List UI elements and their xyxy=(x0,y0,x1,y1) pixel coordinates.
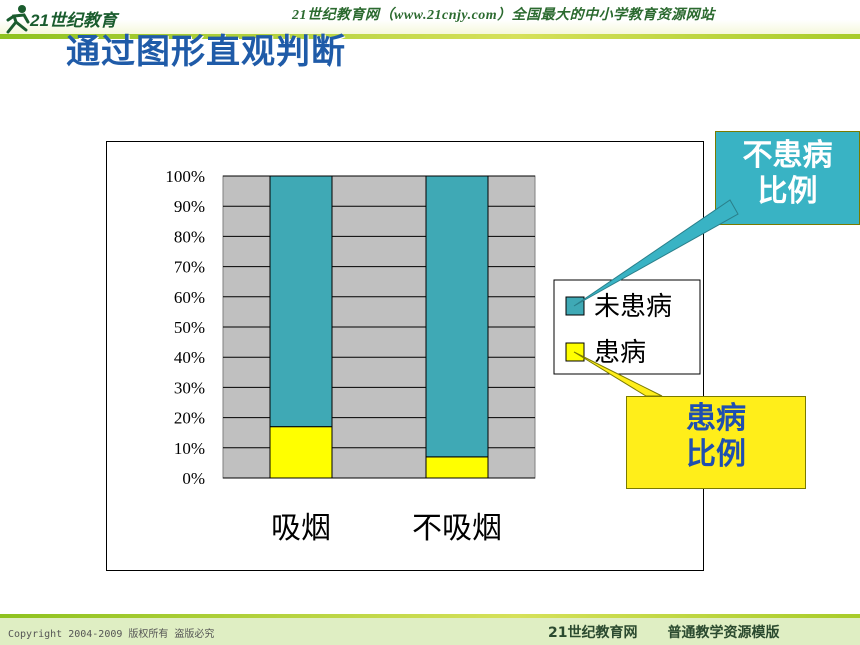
y-tick-label: 90% xyxy=(174,197,205,216)
y-tick-label: 100% xyxy=(165,167,205,186)
footer-band xyxy=(0,618,860,645)
bar-sick xyxy=(425,456,489,479)
callout-sick-line1: 患病 xyxy=(686,401,746,436)
y-tick-label: 30% xyxy=(174,378,205,397)
bar-not-sick xyxy=(269,175,333,428)
y-tick-label: 80% xyxy=(174,227,205,246)
runner-logo-icon xyxy=(6,5,30,34)
legend-label: 未患病 xyxy=(594,292,672,322)
y-tick-label: 10% xyxy=(174,439,205,458)
x-category-label: 吸烟 xyxy=(271,511,331,546)
x-category-label: 不吸烟 xyxy=(412,511,502,546)
y-tick-label: 70% xyxy=(174,258,205,277)
footer-divider xyxy=(0,614,860,618)
page-title: 通过图形直观判断 xyxy=(66,32,346,72)
footer-template-name: 普通教学资源模版 xyxy=(667,625,780,641)
logo-text: 21世纪教育 xyxy=(30,11,117,30)
callout-not-sick-line1: 不患病 xyxy=(742,138,833,173)
stacked-bar-chart: 0% 10% 20% 30% 40% 50% 60% 70% 80% 90% 100% 吸烟 不吸烟 未患… xyxy=(165,167,701,546)
chart-frame: 0% 10% 20% 30% 40% 50% 60% 70% 80% 90% 100% 吸烟 不吸烟 未患… xyxy=(106,141,704,571)
y-tick-label: 50% xyxy=(174,318,205,337)
footer-site-info: 21世纪教育网 普通教学资源模版 xyxy=(548,622,779,642)
callout-sick-ratio: 患病 比例 xyxy=(626,396,806,489)
y-tick-label: 0% xyxy=(182,469,205,488)
y-tick-label: 20% xyxy=(174,409,205,428)
header-divider xyxy=(0,34,860,39)
y-tick-label: 60% xyxy=(174,288,205,307)
legend-swatch xyxy=(565,342,585,362)
site-banner: 21世纪教育网（www.21cnjy.com）全国最大的中小学教育资源网站 xyxy=(292,8,715,23)
header-band xyxy=(0,0,860,36)
y-tick-label: 40% xyxy=(174,348,205,367)
callout-not-sick-line2: 比例 xyxy=(757,174,818,209)
copyright-text: Copyright 2004-2009 版权所有 盗版必究 xyxy=(8,629,215,640)
callout-not-sick-ratio: 不患病 比例 xyxy=(715,131,860,225)
site-logo[interactable]: 21世纪教育 xyxy=(4,2,154,36)
legend-label: 患病 xyxy=(594,338,646,368)
legend-swatch xyxy=(565,296,585,316)
bar-not-sick xyxy=(425,175,489,458)
callout-sick-line2: 比例 xyxy=(686,437,746,472)
footer-site-name: 21世纪教育网 xyxy=(548,625,638,641)
bar-sick xyxy=(269,426,333,479)
